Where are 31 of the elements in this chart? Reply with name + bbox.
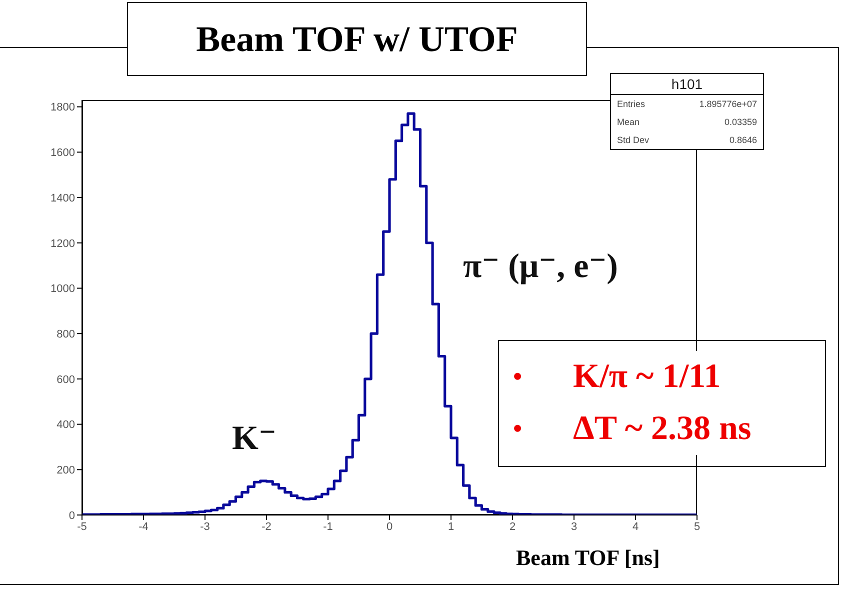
y-tick-label: 400: [56, 419, 75, 432]
x-tick-label: 4: [632, 520, 639, 533]
text: h101: [611, 74, 763, 95]
x-tick-label: -3: [200, 520, 210, 533]
text: Mean 0.03359: [617, 117, 757, 127]
text: Std Dev 0.8646: [617, 135, 757, 145]
x-tick-label: -1: [323, 520, 333, 533]
x-tick-label: 3: [570, 520, 578, 533]
x-tick-label: 1: [448, 520, 454, 533]
x-tick-label: 5: [694, 520, 700, 533]
annotation: π⁻ (μ⁻, e⁻): [463, 247, 618, 286]
y-tick-label: 200: [56, 464, 75, 477]
y-tick-label: 600: [56, 374, 75, 386]
x-tick-label: -2: [262, 520, 272, 533]
y-tick-label: 1000: [50, 283, 75, 296]
y-tick-label: 0: [68, 510, 75, 522]
y-tick-label: 1600: [50, 147, 75, 160]
y-tick-label: 800: [56, 328, 75, 340]
y-tick-label: 1400: [50, 192, 75, 204]
y-tick-label: 1800: [50, 102, 75, 114]
x-axis-title: Beam TOF [ns]: [516, 545, 660, 571]
x-tick-label: -5: [77, 520, 87, 533]
x-tick-label: 2: [509, 520, 516, 533]
x-tick-label: -4: [138, 520, 148, 533]
x-tick-label: 0: [386, 520, 393, 533]
chart-title: Beam TOF w/ UTOF: [127, 2, 587, 76]
y-tick-label: 1200: [50, 238, 75, 250]
text: • K/π ~ 1/11: [513, 358, 721, 395]
text: • ΔT ~ 2.38 ns: [513, 410, 752, 447]
annotation: K⁻: [232, 419, 276, 458]
text: Entries 1.895776e+07: [617, 99, 757, 109]
